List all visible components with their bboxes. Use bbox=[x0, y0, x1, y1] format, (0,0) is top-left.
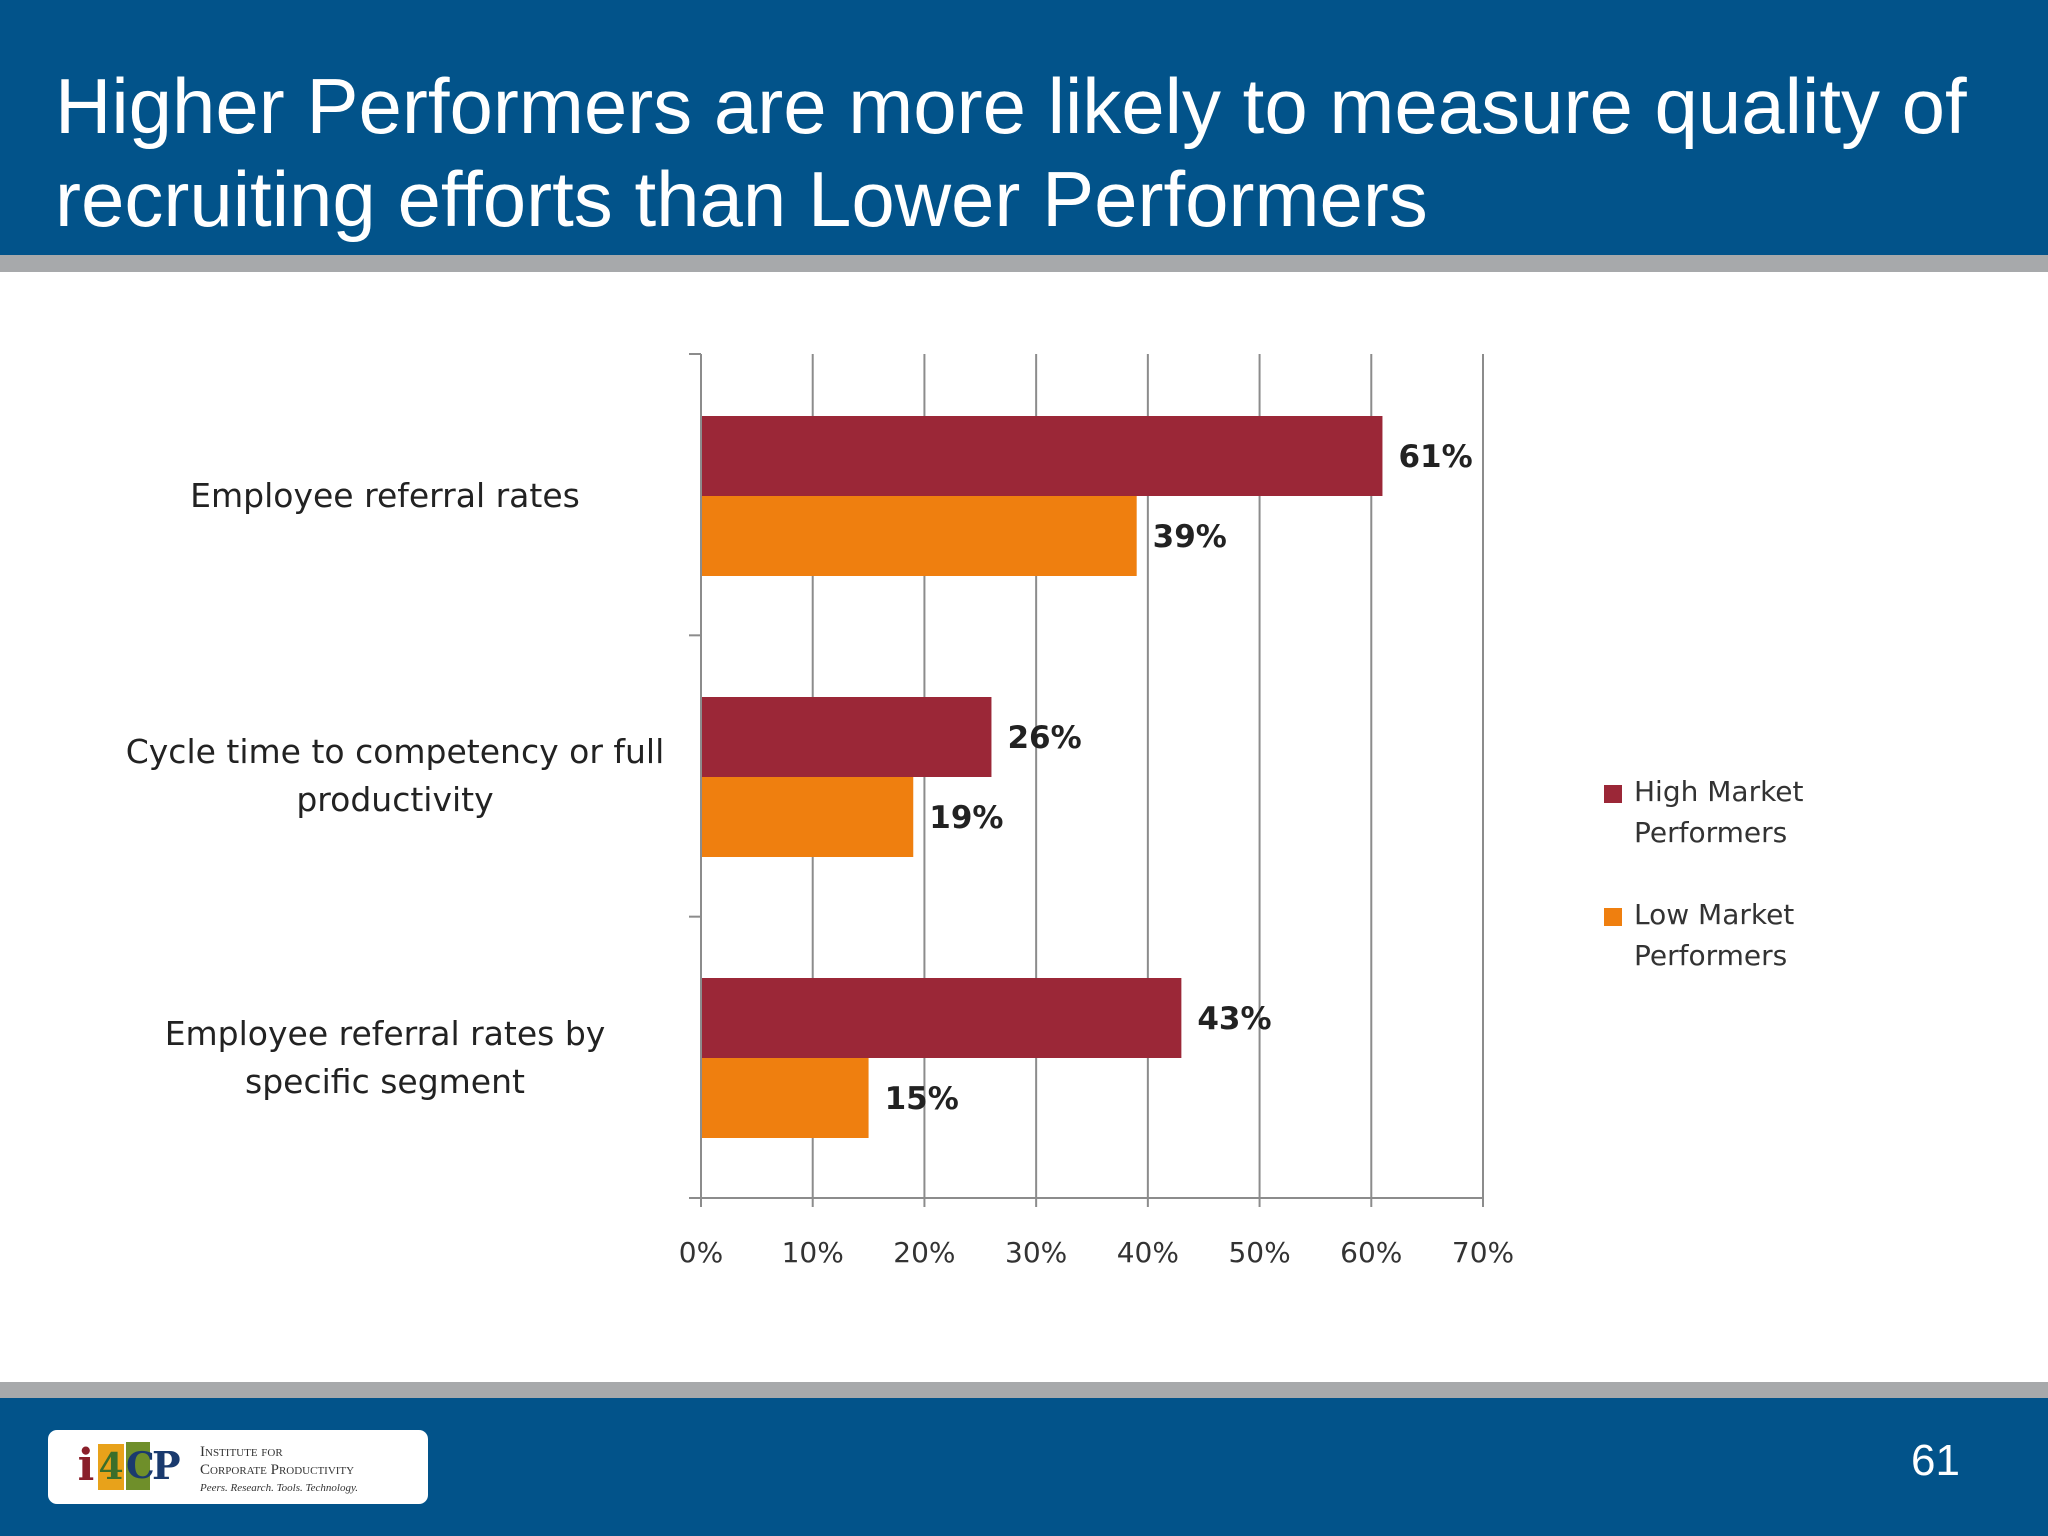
bar-low-0 bbox=[701, 496, 1137, 576]
axes bbox=[689, 353, 1484, 1207]
logo-text-line1: Institute for bbox=[200, 1444, 283, 1460]
x-tick-labels: 0% 10% 20% 30% 40% 50% 60% 70% bbox=[679, 1236, 1514, 1269]
title-bar bbox=[0, 0, 2048, 255]
data-label-high-0: 61% bbox=[1398, 439, 1472, 475]
legend-swatch-low bbox=[1604, 908, 1622, 926]
logo-letter-i: i bbox=[77, 1440, 95, 1491]
bar-high-0 bbox=[701, 416, 1383, 496]
logo-text-line2: Corporate Productivity bbox=[200, 1462, 355, 1478]
x-tick-label-4: 40% bbox=[1117, 1236, 1179, 1269]
footer-divider bbox=[0, 1382, 2048, 1398]
logo-tagline: Peers. Research. Tools. Technology. bbox=[200, 1482, 358, 1494]
category-label-2: Employee referral rates by specific segm… bbox=[164, 1014, 606, 1101]
bar-chart: 61% 39% 26% 19% 43% 15% 0% 10% 20% 30% 40% 50% 60% 7… bbox=[679, 353, 1514, 1269]
bars bbox=[701, 416, 1383, 1138]
page-number: 61 bbox=[1911, 1436, 1960, 1485]
x-tick-label-1: 10% bbox=[782, 1236, 844, 1269]
logo-letter-c: C bbox=[126, 1442, 155, 1490]
legend-swatch-high bbox=[1604, 785, 1622, 803]
data-label-low-1: 19% bbox=[929, 800, 1003, 836]
data-labels: 61% 39% 26% 19% 43% 15% bbox=[885, 439, 1473, 1117]
data-label-low-0: 39% bbox=[1153, 519, 1227, 555]
slide-title: Higher Performers are more likely to mea… bbox=[55, 62, 1967, 243]
i4cp-logo: i 4 C P Institute for Corporate Producti… bbox=[48, 1430, 428, 1504]
legend-label-high: High Market Performers bbox=[1634, 775, 1804, 849]
x-tick-label-7: 70% bbox=[1452, 1236, 1514, 1269]
bar-high-1 bbox=[701, 697, 992, 777]
bar-low-1 bbox=[701, 777, 914, 857]
legend-label-low: Low Market Performers bbox=[1634, 898, 1795, 972]
bar-low-2 bbox=[701, 1058, 869, 1138]
logo-letter-4: 4 bbox=[98, 1444, 124, 1490]
x-tick-label-2: 20% bbox=[893, 1236, 955, 1269]
category-label-0: Employee referral rates bbox=[190, 476, 580, 515]
x-tick-label-6: 60% bbox=[1340, 1236, 1402, 1269]
category-label-1: Cycle time to competency or full product… bbox=[125, 732, 665, 819]
data-label-high-1: 26% bbox=[1007, 720, 1081, 756]
x-tick-label-3: 30% bbox=[1005, 1236, 1067, 1269]
title-divider bbox=[0, 255, 2048, 272]
data-label-low-2: 15% bbox=[885, 1081, 959, 1117]
bar-high-2 bbox=[701, 978, 1182, 1058]
x-tick-label-0: 0% bbox=[679, 1236, 723, 1269]
x-tick-label-5: 50% bbox=[1228, 1236, 1290, 1269]
logo-letter-p: P bbox=[152, 1443, 181, 1488]
data-label-high-2: 43% bbox=[1197, 1001, 1271, 1037]
